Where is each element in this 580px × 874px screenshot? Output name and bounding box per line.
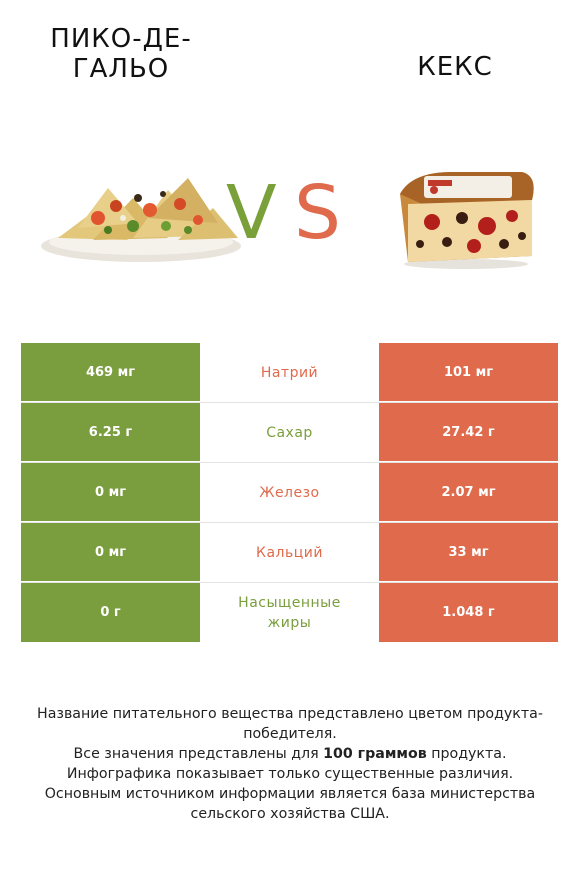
footer-line-2: Все значения представлены для 100 граммо…	[73, 746, 507, 762]
left-value-cell: 0 г	[21, 583, 200, 643]
vs-v-letter: V	[226, 170, 277, 256]
table-row: 0 г Насыщенные жиры 1.048 г	[21, 583, 558, 643]
table-row: 6.25 г Сахар 27.42 г	[21, 403, 558, 463]
table-row: 469 мг Натрий 101 мг	[21, 343, 558, 403]
right-value-cell: 27.42 г	[379, 403, 558, 462]
left-product-title: ПИКО-ДЕ-ГАЛЬО	[50, 24, 192, 84]
vs-s-letter: S	[294, 170, 341, 256]
right-value-cell: 101 мг	[379, 343, 558, 402]
footer-line-1: Название питательного вещества представл…	[37, 706, 543, 742]
right-value-cell: 1.048 г	[379, 583, 558, 643]
footer-notes: Название питательного вещества представл…	[20, 704, 560, 824]
left-value-cell: 0 мг	[21, 463, 200, 522]
footer-line-4: Основным источником информации является …	[44, 786, 536, 822]
fruit-cake-image	[400, 172, 534, 269]
vs-label: V S	[222, 168, 352, 258]
nutrient-name-cell: Насыщенные жиры	[238, 595, 341, 631]
pico-de-gallo-image	[41, 178, 241, 262]
left-value-cell: 6.25 г	[21, 403, 200, 462]
nutrient-name-cell: Кальций	[256, 544, 323, 561]
left-value-cell: 469 мг	[21, 343, 200, 402]
table-row: 0 мг Железо 2.07 мг	[21, 463, 558, 523]
nutrient-name-cell: Железо	[259, 484, 320, 501]
table-row: 0 мг Кальций 33 мг	[21, 523, 558, 583]
nutrient-name-cell: Сахар	[266, 424, 313, 441]
right-value-cell: 2.07 мг	[379, 463, 558, 522]
footer-bold-amount: 100 граммов	[323, 746, 427, 762]
footer-line-3: Инфографика показывает только существенн…	[66, 766, 514, 782]
nutrient-name-cell: Натрий	[260, 364, 319, 381]
left-value-cell: 0 мг	[21, 523, 200, 582]
right-value-cell: 33 мг	[379, 523, 558, 582]
right-product-title: КЕКС	[417, 52, 493, 82]
